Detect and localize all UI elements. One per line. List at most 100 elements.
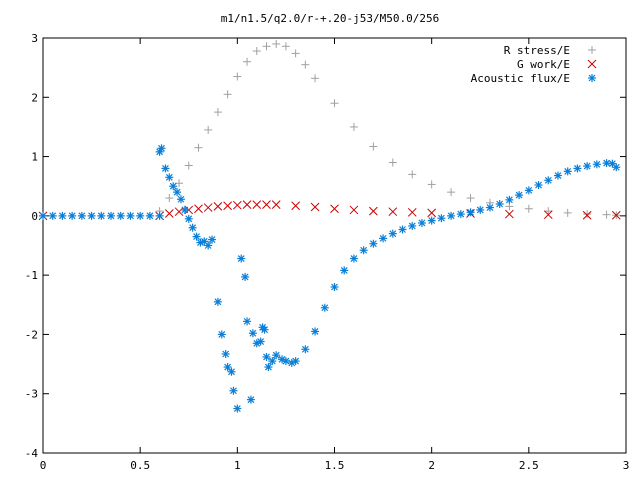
- data-point: [241, 272, 250, 281]
- x-tick-label: 1: [234, 459, 241, 472]
- data-point: [217, 330, 226, 339]
- x-tick-label: 0: [40, 459, 47, 472]
- data-point: [204, 125, 213, 134]
- data-point: [48, 211, 57, 220]
- data-point: [515, 191, 524, 200]
- data-point: [223, 363, 232, 372]
- data-point: [330, 99, 339, 108]
- data-point: [173, 188, 182, 197]
- data-point: [291, 201, 300, 211]
- legend-marker: [588, 74, 596, 82]
- legend-marker: [588, 46, 596, 54]
- data-point: [583, 162, 592, 171]
- data-point: [161, 164, 170, 173]
- data-point: [495, 200, 504, 208]
- x-tick-label: 2: [428, 459, 435, 472]
- data-point: [164, 209, 174, 218]
- x-tick-label: 1.5: [325, 459, 345, 472]
- y-tick-label: -2: [25, 328, 38, 341]
- data-point: [174, 207, 184, 217]
- data-point: [612, 163, 621, 172]
- data-point: [39, 211, 47, 220]
- y-tick-label: -3: [25, 388, 38, 401]
- data-point: [264, 363, 273, 372]
- data-point: [388, 229, 397, 238]
- data-point: [252, 47, 261, 56]
- data-point: [563, 167, 572, 176]
- data-point: [184, 161, 193, 170]
- series-x: [38, 200, 621, 221]
- data-point: [194, 204, 203, 214]
- data-point: [237, 254, 246, 263]
- data-point: [126, 211, 135, 220]
- data-point: [107, 211, 116, 220]
- x-tick-label: 2.5: [519, 459, 539, 472]
- series-plus: [39, 39, 621, 220]
- data-point: [204, 241, 213, 250]
- data-point: [544, 176, 553, 185]
- data-point: [58, 211, 67, 220]
- axes-layer: 0 0.5 1 1.5 2 2.5 3 -4 -3 -2 -1 0 1 2 3: [25, 32, 630, 472]
- data-point: [262, 352, 271, 361]
- data-point: [252, 200, 262, 209]
- data-point: [246, 395, 255, 404]
- y-tick-label: 3: [31, 32, 38, 45]
- data-point: [398, 225, 407, 234]
- data-point: [544, 207, 553, 216]
- data-point: [184, 214, 193, 223]
- data-point: [388, 158, 397, 167]
- data-point: [369, 239, 378, 248]
- y-tick-label: 0: [31, 210, 38, 223]
- data-point: [194, 143, 203, 152]
- data-point: [272, 351, 281, 360]
- data-point: [291, 49, 300, 58]
- data-point: [188, 223, 197, 232]
- data-point: [262, 200, 271, 209]
- data-point: [417, 218, 426, 227]
- data-point: [388, 207, 398, 217]
- data-point: [485, 203, 494, 212]
- data-point: [349, 122, 358, 131]
- data-point: [136, 211, 145, 220]
- data-point: [427, 208, 437, 218]
- data-point: [320, 303, 329, 312]
- data-point: [427, 216, 436, 225]
- data-point: [379, 234, 388, 243]
- legend-label: R stress/E: [504, 44, 570, 57]
- data-point: [427, 180, 436, 189]
- data-point: [227, 367, 236, 376]
- data-point: [408, 170, 417, 179]
- data-point: [213, 297, 222, 306]
- y-tick-label: -1: [25, 269, 38, 282]
- data-point: [281, 357, 290, 366]
- data-point: [271, 200, 281, 209]
- data-point: [196, 238, 205, 247]
- data-point: [466, 194, 475, 203]
- data-point: [349, 205, 359, 215]
- data-point: [505, 209, 514, 219]
- data-point: [242, 200, 252, 209]
- series-star: [39, 144, 621, 413]
- data-point: [466, 208, 475, 217]
- x-tick-label: 0.5: [130, 459, 150, 472]
- data-point: [476, 205, 485, 214]
- data-point: [68, 211, 77, 220]
- data-point: [233, 404, 242, 413]
- data-point: [311, 327, 320, 336]
- data-point: [262, 42, 271, 51]
- data-point: [165, 194, 174, 203]
- data-point: [232, 200, 242, 210]
- data-point: [369, 142, 378, 151]
- data-point: [223, 90, 232, 99]
- y-tick-label: 2: [31, 91, 38, 104]
- data-point: [340, 266, 349, 275]
- y-tick-label: 1: [31, 151, 38, 164]
- y-tick-label: -4: [25, 447, 39, 460]
- data-point: [213, 202, 223, 211]
- data-point: [281, 42, 290, 51]
- data-point: [582, 210, 592, 220]
- data-point: [330, 283, 339, 291]
- data-point: [192, 232, 201, 241]
- data-point: [611, 210, 621, 220]
- data-point: [359, 246, 368, 255]
